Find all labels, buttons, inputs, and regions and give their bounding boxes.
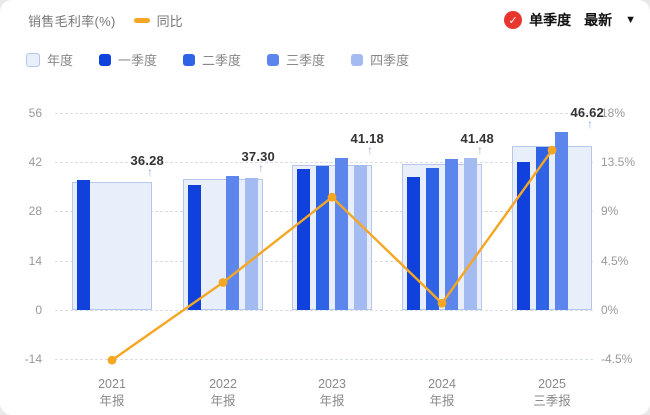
annual-swatch-icon (26, 52, 40, 67)
bar-2024-q1 (407, 176, 420, 310)
bar-2021-q1 (77, 179, 90, 310)
legend-item-yoy[interactable]: 同比 (133, 11, 183, 30)
yoy-line-swatch-icon (133, 18, 150, 23)
legend-q3-label: 三季度 (286, 53, 326, 68)
annual-value-label: 36.28 (130, 152, 164, 168)
latest-dropdown-label[interactable]: 最新 (584, 12, 613, 28)
x-axis-label: 2025 三季报 (533, 377, 571, 408)
up-arrow-icon: ↑ (477, 142, 483, 157)
gridline (55, 359, 593, 360)
y-axis-right-tick: 4.5% (601, 253, 629, 268)
bar-2022-q3 (226, 175, 239, 310)
yoy-point (107, 355, 117, 365)
bar-2024-q3 (445, 159, 458, 310)
header-controls: ✓ 单季度 最新 ▼ (504, 10, 636, 30)
legend-q2-label: 二季度 (202, 53, 242, 68)
bar-2024-q2 (426, 168, 439, 310)
up-arrow-icon: ↑ (147, 164, 153, 179)
gridline (55, 309, 593, 311)
y-axis-right-tick: 13.5% (601, 155, 636, 170)
legend-item-q4[interactable]: 四季度 (351, 50, 409, 69)
bar-2023-q1 (297, 169, 310, 310)
q3-swatch-icon (267, 53, 280, 66)
legend-q1-label: 一季度 (118, 53, 158, 68)
y-axis-left-tick: 28 (28, 204, 42, 219)
single-quarter-toggle[interactable]: ✓ 单季度 (504, 10, 571, 30)
bar-2025-q3 (555, 131, 568, 310)
annual-value-label: 37.30 (241, 148, 275, 164)
gridline (55, 113, 593, 114)
up-arrow-icon: ↑ (367, 142, 373, 157)
x-axis-label: 2022 年报 (209, 377, 237, 408)
x-axis-label: 2024 年报 (428, 377, 456, 408)
chart-title: 销售毛利率(%) (28, 14, 116, 29)
y-axis-left-tick: 14 (28, 253, 42, 268)
legend-item-annual[interactable]: 年度 (26, 50, 73, 69)
annual-value-label: 41.48 (460, 130, 494, 146)
chevron-down-icon[interactable]: ▼ (625, 13, 636, 26)
q1-swatch-icon (99, 53, 112, 66)
legend-yoy-label: 同比 (156, 14, 183, 29)
series-legend: 年度 一季度 二季度 三季度 四季度 (26, 50, 409, 69)
bar-2022-q4 (245, 177, 258, 310)
x-axis-label: 2023 年报 (318, 377, 346, 408)
q2-swatch-icon (183, 53, 196, 66)
bar-2024-q4 (464, 157, 477, 310)
annual-value-label: 41.18 (350, 130, 384, 146)
y-axis-right-tick: 9% (601, 204, 619, 219)
y-axis-left-tick: -14 (24, 352, 42, 366)
legend-item-q2[interactable]: 二季度 (183, 50, 241, 69)
legend-q4-label: 四季度 (370, 53, 410, 68)
legend-annual-label: 年度 (47, 53, 74, 68)
q4-swatch-icon (351, 53, 364, 66)
y-axis-right-tick: 0% (601, 302, 619, 317)
y-axis-left-tick: 0 (35, 302, 42, 317)
legend-item-q1[interactable]: 一季度 (99, 50, 157, 69)
check-icon: ✓ (504, 11, 523, 29)
up-arrow-icon: ↑ (587, 116, 593, 131)
y-axis-left-tick: 42 (28, 155, 42, 170)
y-axis-right-tick: 18% (601, 106, 626, 120)
y-axis-left-tick: 56 (28, 106, 42, 120)
up-arrow-icon: ↑ (258, 160, 264, 175)
bar-2023-q4 (354, 164, 367, 310)
single-quarter-label: 单季度 (529, 12, 572, 28)
bar-2022-q1 (188, 184, 201, 310)
chart-header: 销售毛利率(%) 同比 (28, 11, 183, 30)
legend-item-q3[interactable]: 三季度 (267, 50, 325, 69)
annual-value-label: 46.62 (570, 104, 604, 120)
bar-2025-q2 (536, 146, 549, 310)
bar-2023-q2 (316, 165, 329, 310)
x-axis-label: 2021 年报 (98, 377, 126, 408)
bar-2023-q3 (335, 157, 348, 310)
y-axis-right-tick: -4.5% (601, 352, 633, 366)
bar-2025-q1 (517, 161, 530, 310)
